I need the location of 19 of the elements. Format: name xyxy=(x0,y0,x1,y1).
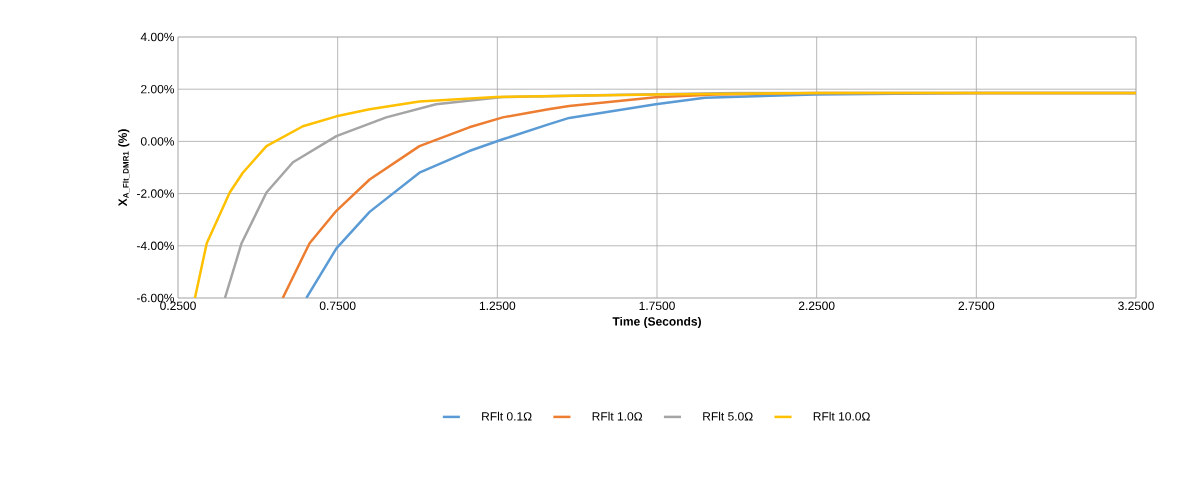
legend-label: RFlt 10.0Ω xyxy=(813,411,870,421)
y-tick-label: 0.00% xyxy=(140,137,175,146)
legend-label: RFlt 0.1Ω xyxy=(482,411,532,421)
y-tick-label: -4.00% xyxy=(136,241,175,251)
x-tick-label: 0.2500 xyxy=(160,301,196,311)
legend-label: RFlt 5.0Ω xyxy=(703,411,753,421)
y-axis-title: X$_{A_Flt_DMR1}$ (%) xyxy=(118,129,130,207)
y-tick-label: -2.00% xyxy=(136,189,175,198)
y-tick-label: 2.00% xyxy=(141,84,175,94)
x-axis-title: Time (Seconds) xyxy=(612,316,701,329)
y-tick-label: -6.00% xyxy=(136,293,175,303)
x-tick-label: 2.7500 xyxy=(958,301,995,311)
x-tick-label: 2.2500 xyxy=(798,301,835,311)
x-tick-label: 1.7500 xyxy=(639,301,675,311)
y-tick-label: 4.00% xyxy=(140,32,175,42)
x-tick-label: 1.2500 xyxy=(479,301,516,311)
x-tick-label: 3.2500 xyxy=(1118,301,1154,311)
x-tick-label: 0.7500 xyxy=(319,301,356,311)
legend-label: RFlt 1.0Ω xyxy=(592,411,643,421)
